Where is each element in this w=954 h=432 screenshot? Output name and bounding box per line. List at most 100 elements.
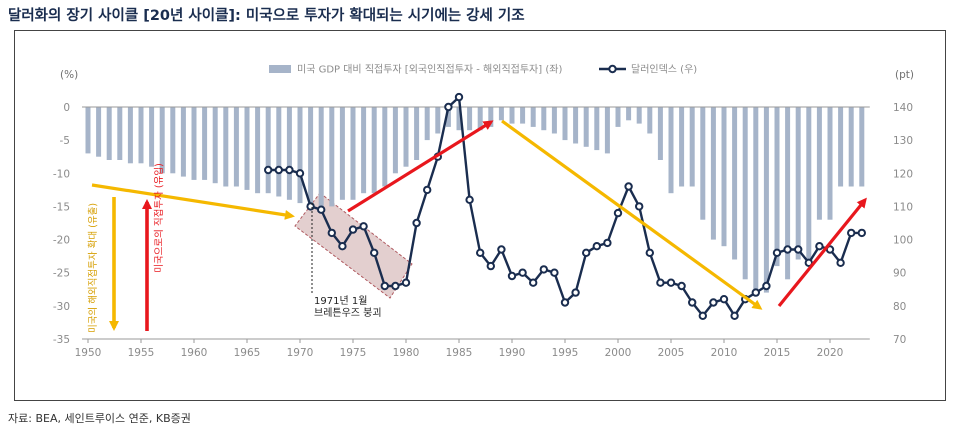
left-tick-label: -30 (53, 301, 70, 313)
left-tick-label: -25 (53, 268, 70, 280)
dollar-index-point (550, 268, 559, 277)
right-tick-label: 110 (893, 201, 913, 213)
bar-2009 (710, 107, 716, 240)
x-tick-label: 2010 (711, 347, 738, 359)
bar-2008 (700, 107, 706, 220)
legend-bar-label: 미국 GDP 대비 직접투자 [외국인직접투자 - 해외직접투자] (좌) (297, 63, 562, 76)
bar-1963 (223, 107, 229, 187)
x-tick-label: 1995 (552, 347, 579, 359)
right-tick-label: 130 (893, 135, 913, 147)
dollar-index-point (370, 248, 379, 258)
bar-2015 (774, 107, 780, 267)
trend-arrow-down-1 (91, 183, 295, 220)
x-tick-label: 1975 (340, 347, 367, 359)
dollar-index-point (327, 228, 336, 238)
bar-1981 (414, 107, 420, 160)
dollar-index-point (794, 245, 803, 254)
bar-1994 (551, 107, 557, 134)
bar-1998 (594, 107, 600, 151)
bar-1968 (276, 107, 282, 197)
bar-1971 (308, 107, 314, 207)
bar-2000 (615, 107, 621, 127)
bar-2011 (732, 107, 738, 260)
dollar-index-point (815, 242, 824, 251)
bar-2002 (636, 107, 642, 124)
left-tick-label: -20 (53, 235, 70, 247)
dollar-index-point (518, 268, 527, 277)
bar-1985 (456, 107, 462, 131)
dollar-index-point (656, 278, 665, 287)
bar-1970 (297, 107, 303, 204)
x-tick-label: 1965 (234, 347, 261, 359)
dollar-index-point (560, 298, 570, 307)
dollar-index-point (688, 298, 697, 307)
trend-arrow-down-2 (501, 119, 763, 310)
left-tick-label: -5 (60, 135, 70, 147)
page-title: 달러화의 장기 사이클 [20년 사이클]: 미국으로 투자가 확대되는 시기에… (8, 8, 525, 24)
right-tick-label: 80 (893, 301, 906, 313)
bar-2023 (859, 107, 865, 187)
bar-1996 (573, 107, 579, 144)
bar-2019 (816, 107, 822, 220)
bar-1997 (583, 107, 589, 147)
bar-2022 (848, 107, 854, 187)
dollar-index-point (412, 218, 421, 228)
bar-2012 (742, 107, 748, 280)
bar-1977 (371, 107, 377, 194)
dollar-index-point (380, 281, 389, 291)
bar-2013 (753, 107, 759, 293)
bar-1957 (159, 107, 165, 174)
bar-1991 (520, 107, 526, 124)
dollar-index-point (857, 228, 866, 238)
right-axis-unit: (pt) (895, 69, 914, 81)
dollar-index-point (295, 169, 305, 178)
down-arrow-label: 미국의 해외직접투자 확대 (유출) (87, 203, 99, 333)
left-tick-label: -15 (53, 201, 70, 213)
dollar-index-point (719, 295, 729, 304)
dollar-index-point (348, 225, 358, 234)
left-axis-unit: (%) (60, 69, 78, 81)
dollar-index-point (507, 271, 517, 281)
dollar-index-point (730, 311, 739, 320)
bar-1955 (138, 107, 144, 164)
bar-2010 (721, 107, 727, 247)
x-tick-label: 1960 (181, 347, 208, 359)
bar-1951 (96, 107, 102, 157)
dollar-index-point (677, 281, 686, 291)
dollar-index-point (709, 298, 718, 307)
left-tick-label: -35 (53, 334, 70, 346)
dollar-index-point (454, 92, 464, 102)
dollar-index-point (751, 288, 760, 297)
bar-1972 (318, 107, 324, 207)
bar-1975 (350, 107, 356, 200)
legend-line-label: 달러인덱스 (우) (631, 64, 697, 76)
left-tick-label: 0 (63, 102, 70, 114)
bar-2005 (668, 107, 674, 194)
dollar-index-point (571, 288, 580, 297)
legend-bar-swatch (269, 65, 291, 73)
right-tick-label: 120 (893, 168, 913, 180)
dollar-index-point (529, 278, 538, 287)
trend-arrow-up-1 (347, 120, 494, 213)
dollar-index-point (338, 242, 347, 251)
bar-2014 (763, 107, 769, 293)
up-arrow-label: 미국으로의 직접투자 (유입) (153, 163, 165, 273)
x-tick-label: 1985 (446, 347, 473, 359)
dollar-index-point (264, 165, 273, 175)
x-tick-label: 2000 (605, 347, 632, 359)
bar-1987 (477, 107, 483, 131)
dollar-index-point (285, 165, 294, 175)
right-tick-label: 90 (893, 268, 906, 280)
bar-1988 (488, 107, 494, 127)
bar-1992 (530, 107, 536, 127)
dollar-index-point (783, 245, 792, 254)
dollar-index-point (762, 281, 771, 291)
dollar-index-point (317, 205, 326, 214)
dollar-index-point (624, 182, 633, 191)
dollar-index-point (666, 278, 676, 287)
bar-1983 (435, 107, 441, 134)
x-tick-label: 2015 (764, 347, 791, 359)
bar-1984 (445, 107, 451, 127)
bar-1950 (85, 107, 91, 154)
